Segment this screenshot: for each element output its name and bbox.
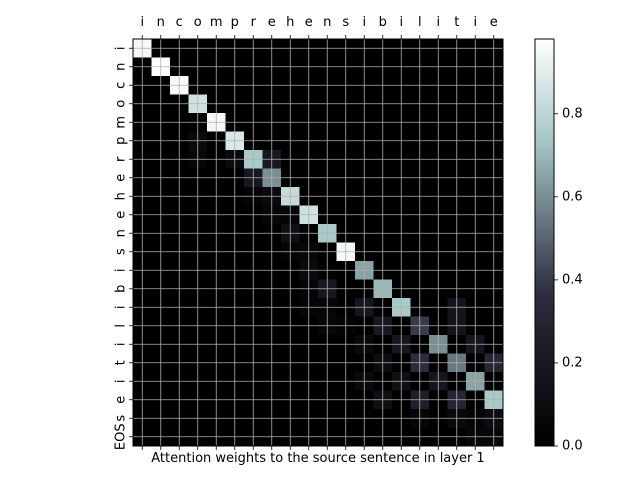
- y-tick-label: s: [114, 248, 129, 255]
- y-tick-label: n: [114, 229, 129, 237]
- x-tick-label: p: [231, 15, 239, 30]
- y-tick-label: n: [114, 63, 129, 71]
- heatmap-grid: [133, 39, 503, 446]
- y-tick-label: i: [114, 379, 129, 383]
- y-tick-label: o: [114, 100, 129, 108]
- y-tick-label: l: [114, 324, 129, 328]
- y-tick-label: b: [114, 285, 129, 293]
- y-tick-label: i: [114, 268, 129, 272]
- colorbar-tick-label: 0.2: [562, 355, 583, 370]
- y-tick-label: i: [114, 305, 129, 309]
- heatmap-cells: [133, 39, 504, 447]
- colorbar: [534, 38, 555, 447]
- x-tick-label: e: [268, 15, 276, 30]
- y-tick-label: e: [114, 174, 129, 182]
- colorbar-tick-label: 0.4: [562, 272, 583, 287]
- y-tick-label: i: [114, 342, 129, 346]
- x-tick-label: e: [490, 15, 498, 30]
- x-axis-title: Attention weights to the source sentence…: [151, 451, 484, 466]
- y-tick-label: p: [114, 137, 129, 145]
- colorbar-tick-label: 0.0: [562, 439, 583, 454]
- colorbar-tick-label: 0.6: [562, 189, 583, 204]
- x-tick-label: m: [210, 15, 223, 30]
- x-tick-label: t: [454, 15, 459, 30]
- x-tick-label: l: [418, 15, 422, 30]
- y-tick-label: c: [114, 82, 129, 89]
- y-tick-label: s: [114, 415, 129, 422]
- x-tick-label: b: [379, 15, 387, 30]
- x-tick-label: n: [157, 15, 165, 30]
- colorbar-tick-label: 0.8: [562, 106, 583, 121]
- y-tick-label: EOS: [114, 423, 129, 450]
- heatmap-frame: [132, 38, 504, 447]
- y-tick-label: r: [114, 156, 129, 162]
- y-tick-label: e: [114, 396, 129, 404]
- x-tick-label: s: [342, 15, 349, 30]
- y-tick-label: h: [114, 192, 129, 200]
- x-tick-label: i: [362, 15, 366, 30]
- x-tick-label: n: [323, 15, 331, 30]
- y-tick-label: e: [114, 211, 129, 219]
- x-tick-label: r: [251, 15, 257, 30]
- x-tick-label: i: [140, 15, 144, 30]
- y-tick-label: t: [114, 360, 129, 365]
- x-tick-label: o: [194, 15, 202, 30]
- x-tick-label: i: [436, 15, 440, 30]
- x-tick-label: i: [473, 15, 477, 30]
- x-tick-label: e: [305, 15, 313, 30]
- y-tick-label: i: [114, 46, 129, 50]
- x-tick-label: c: [176, 15, 183, 30]
- y-tick-label: m: [114, 116, 129, 129]
- colorbar-ticks: 0.0 0.2 0.4 0.6 0.8: [554, 106, 583, 454]
- x-tick-label: i: [399, 15, 403, 30]
- x-tick-label: h: [286, 15, 294, 30]
